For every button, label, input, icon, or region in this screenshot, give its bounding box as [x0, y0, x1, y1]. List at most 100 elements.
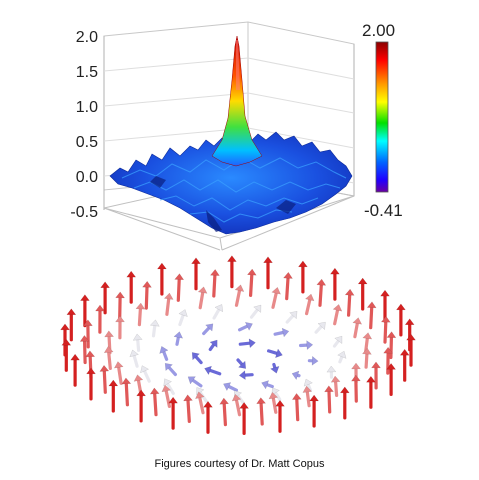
spin-arrow-shaft	[334, 380, 339, 397]
spin-arrow-head	[302, 385, 313, 393]
spin-arrow-shaft	[271, 291, 278, 309]
spin-arrow-head	[244, 321, 253, 331]
spin-arrow-head	[163, 292, 174, 300]
spin-arrow-head	[297, 260, 308, 268]
spin-arrow-shaft	[332, 339, 340, 348]
spin-arrow-head	[104, 330, 115, 338]
spin-arrow-shaft	[167, 366, 177, 377]
spin-arrow-shaft	[389, 336, 393, 360]
spin-arrow-head	[246, 268, 257, 276]
spin-arrow-head	[204, 365, 213, 376]
spin-arrow-shaft	[191, 378, 203, 388]
spin-arrow-head	[66, 308, 77, 316]
z-tick-label: 0.0	[76, 169, 98, 186]
spin-arrow-head	[291, 392, 302, 400]
spin-arrow-head	[383, 346, 394, 354]
spin-arrow-head	[173, 331, 184, 339]
spin-arrow-head	[174, 273, 185, 281]
spin-arrow-head	[82, 319, 93, 327]
spin-arrow-shaft	[202, 326, 211, 336]
spin-arrow-head	[140, 365, 150, 374]
spin-arrow-head	[380, 289, 390, 297]
spin-arrow-head	[113, 361, 124, 369]
spin-arrow-shaft	[212, 273, 217, 298]
surface-plot: 2.0 1.5 1.0 0.5 0.0 -0.5 2.00 -0.41	[70, 21, 403, 251]
spin-arrow-shaft	[136, 338, 141, 352]
spin-arrow-head	[344, 288, 355, 296]
spin-arrow-head	[149, 387, 160, 395]
spin-arrow-shaft	[271, 396, 278, 414]
spin-arrow-head	[60, 323, 70, 331]
spin-arrow-head	[281, 327, 290, 338]
spin-arrow-shaft	[318, 283, 323, 307]
spin-arrow-head	[191, 352, 201, 361]
spin-arrow-head	[209, 268, 220, 276]
spin-arrow-head	[263, 256, 273, 263]
spin-arrow-head	[337, 350, 347, 359]
spin-arrow-shaft	[144, 285, 149, 310]
spin-arrow-head	[334, 335, 343, 345]
spin-arrow-shaft	[274, 391, 282, 401]
spin-arrow-shaft	[82, 339, 87, 365]
z-tick-label: -0.5	[70, 204, 98, 221]
spin-arrow-shaft	[198, 396, 205, 415]
spin-arrow-head	[141, 280, 152, 288]
spin-arrow-shaft	[265, 383, 274, 389]
spin-arrow-head	[386, 331, 397, 338]
spin-arrow-head	[253, 304, 262, 313]
spin-arrow-head	[352, 317, 363, 325]
spin-arrow-head	[183, 394, 194, 402]
spin-arrow-head	[406, 333, 416, 341]
spin-arrow-head	[136, 389, 147, 397]
spin-arrow-head	[282, 271, 293, 279]
spin-arrow-head	[95, 304, 105, 312]
spin-arrow-head	[357, 277, 368, 285]
spin-arrow-shaft	[285, 276, 290, 301]
spin-arrow-shaft	[267, 349, 279, 355]
spin-arrow-head	[178, 309, 188, 317]
spin-arrow-shaft	[353, 321, 359, 339]
z-tick-label: 1.5	[76, 64, 98, 81]
spin-arrow-shaft	[238, 341, 252, 346]
spin-arrow-head	[209, 339, 218, 348]
spin-arrow-shaft	[364, 352, 369, 369]
spin-arrow-head	[332, 303, 343, 312]
spin-arrow-head	[203, 400, 213, 408]
spin-arrow-shaft	[272, 362, 277, 370]
spin-arrow-head	[159, 345, 169, 355]
spin-arrow-head	[324, 385, 335, 393]
spin-arrow-shaft	[208, 343, 216, 351]
spin-arrow-head	[271, 286, 282, 295]
spin-arrow-head	[191, 257, 201, 264]
spin-arrow-shaft	[153, 392, 158, 417]
spin-arrow-shaft	[234, 398, 242, 417]
spin-arrow-head	[156, 262, 167, 270]
spin-arrow-head	[219, 397, 230, 405]
z-tick-label: 1.0	[76, 99, 98, 116]
spin-arrow-head	[115, 291, 126, 299]
spin-arrow-head	[316, 278, 327, 286]
spin-arrow-head	[86, 367, 96, 375]
spin-arrow-head	[275, 348, 283, 359]
spin-arrow-head	[399, 348, 410, 356]
spin-arrow-head	[164, 362, 174, 372]
spin-arrow-head	[149, 319, 160, 327]
spin-arrow-head	[103, 345, 114, 354]
spin-arrow-shaft	[102, 369, 107, 394]
spin-arrow-head	[214, 304, 224, 313]
spin-arrow-head	[311, 355, 319, 366]
spin-arrow-head	[309, 394, 320, 402]
z-axis-ticks: 2.0 1.5 1.0 0.5 0.0 -0.5	[70, 29, 98, 221]
spin-arrow-head	[205, 323, 214, 332]
spin-arrow-head	[234, 284, 245, 292]
spin-arrow-shaft	[305, 298, 312, 316]
spin-arrow-head	[126, 270, 137, 278]
spin-arrow-head	[365, 375, 376, 383]
spin-arrow-head	[306, 340, 314, 351]
spin-arrow-head	[371, 361, 381, 369]
spin-arrow-shaft	[249, 308, 259, 319]
spin-arrow-shaft	[347, 293, 352, 317]
spin-arrow-head	[132, 333, 143, 341]
spin-arrow-head	[100, 281, 111, 289]
spin-arrow-shaft	[305, 390, 311, 408]
